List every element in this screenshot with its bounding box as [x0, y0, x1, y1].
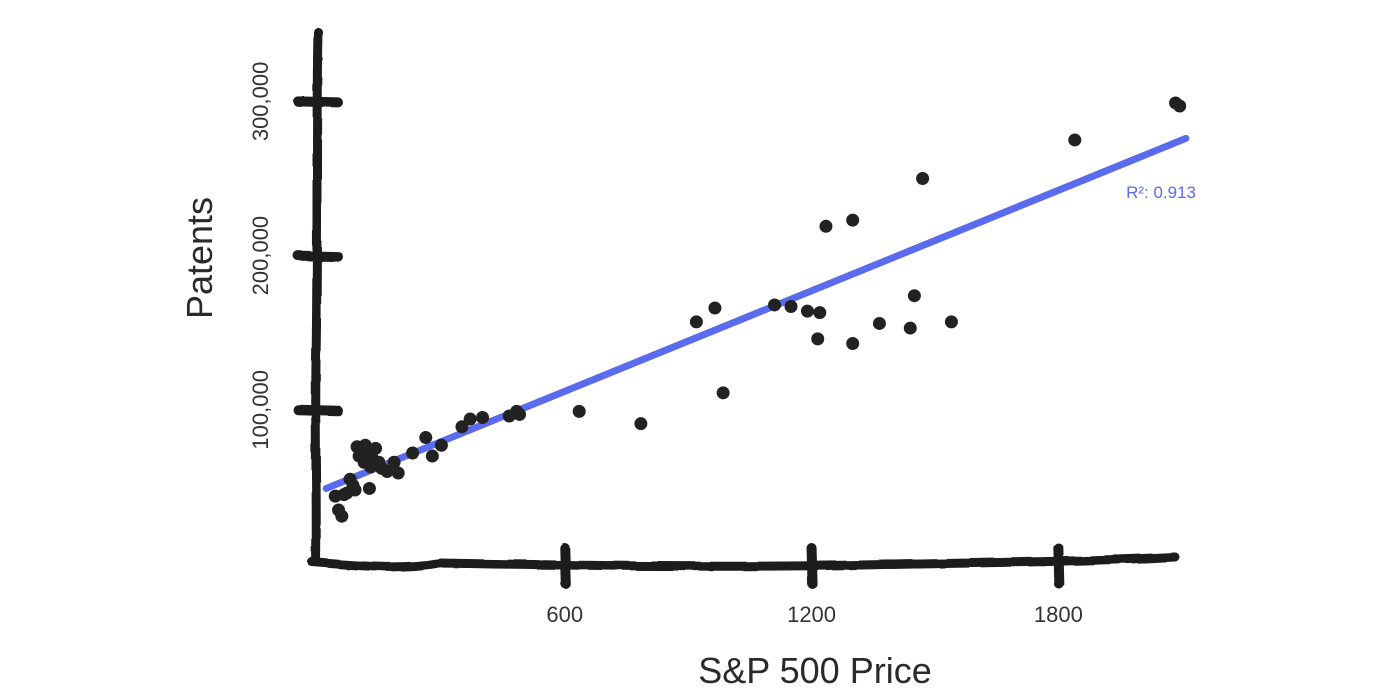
x-tick-1800 [1053, 543, 1065, 589]
points-layer [328, 96, 1187, 523]
x-tick-label-1800: 1800 [1034, 602, 1083, 627]
x-tick-1200 [806, 543, 818, 589]
data-point [811, 332, 825, 346]
data-point [335, 509, 349, 523]
tick-labels: 600 1200 1800 100,000 200,000 300,000 [248, 62, 1083, 627]
data-point [944, 315, 958, 329]
axes [307, 27, 1180, 572]
data-point [1068, 133, 1082, 147]
x-axis-title: S&P 500 Price [698, 650, 931, 691]
data-point [716, 386, 730, 400]
y-tick-label-100000: 100,000 [248, 370, 273, 450]
trendline-layer [322, 134, 1190, 492]
trendline [322, 134, 1190, 492]
x-tick-label-600: 600 [546, 602, 583, 627]
data-point [425, 449, 439, 463]
data-point [846, 336, 860, 350]
x-axis-line [307, 552, 1180, 572]
y-tick-100000 [293, 404, 343, 416]
data-point [1173, 99, 1187, 113]
y-axis-title: Patents [179, 197, 220, 319]
data-point [387, 455, 401, 469]
x-tick-label-1200: 1200 [787, 602, 836, 627]
data-point [634, 417, 648, 431]
data-point [846, 213, 860, 227]
data-point [907, 289, 921, 303]
data-point [406, 446, 420, 460]
x-tick-600 [559, 543, 571, 589]
tick-marks [293, 96, 1065, 589]
data-point [819, 219, 833, 233]
y-tick-300000 [293, 96, 343, 108]
data-point [903, 321, 917, 335]
data-point [513, 407, 527, 421]
data-point [419, 431, 433, 445]
r-squared-annotation: R²: 0.913 [1126, 183, 1196, 202]
data-point [380, 464, 394, 478]
data-point [362, 481, 376, 495]
data-point [391, 466, 405, 480]
data-point [434, 438, 448, 452]
data-point [455, 420, 469, 434]
y-tick-label-300000: 300,000 [248, 62, 273, 142]
data-point [369, 441, 383, 455]
data-point [768, 298, 782, 312]
data-point [916, 172, 930, 185]
data-point [689, 315, 703, 329]
data-point [476, 411, 490, 425]
data-point [348, 483, 362, 497]
data-point [572, 404, 586, 418]
data-point [463, 412, 477, 426]
y-axis-line [311, 27, 323, 567]
y-tick-200000 [293, 250, 343, 262]
y-tick-label-200000: 200,000 [248, 216, 273, 296]
data-point [800, 304, 814, 318]
data-point [784, 299, 798, 313]
data-point [813, 306, 827, 320]
data-point [872, 316, 886, 330]
data-point [708, 301, 722, 315]
